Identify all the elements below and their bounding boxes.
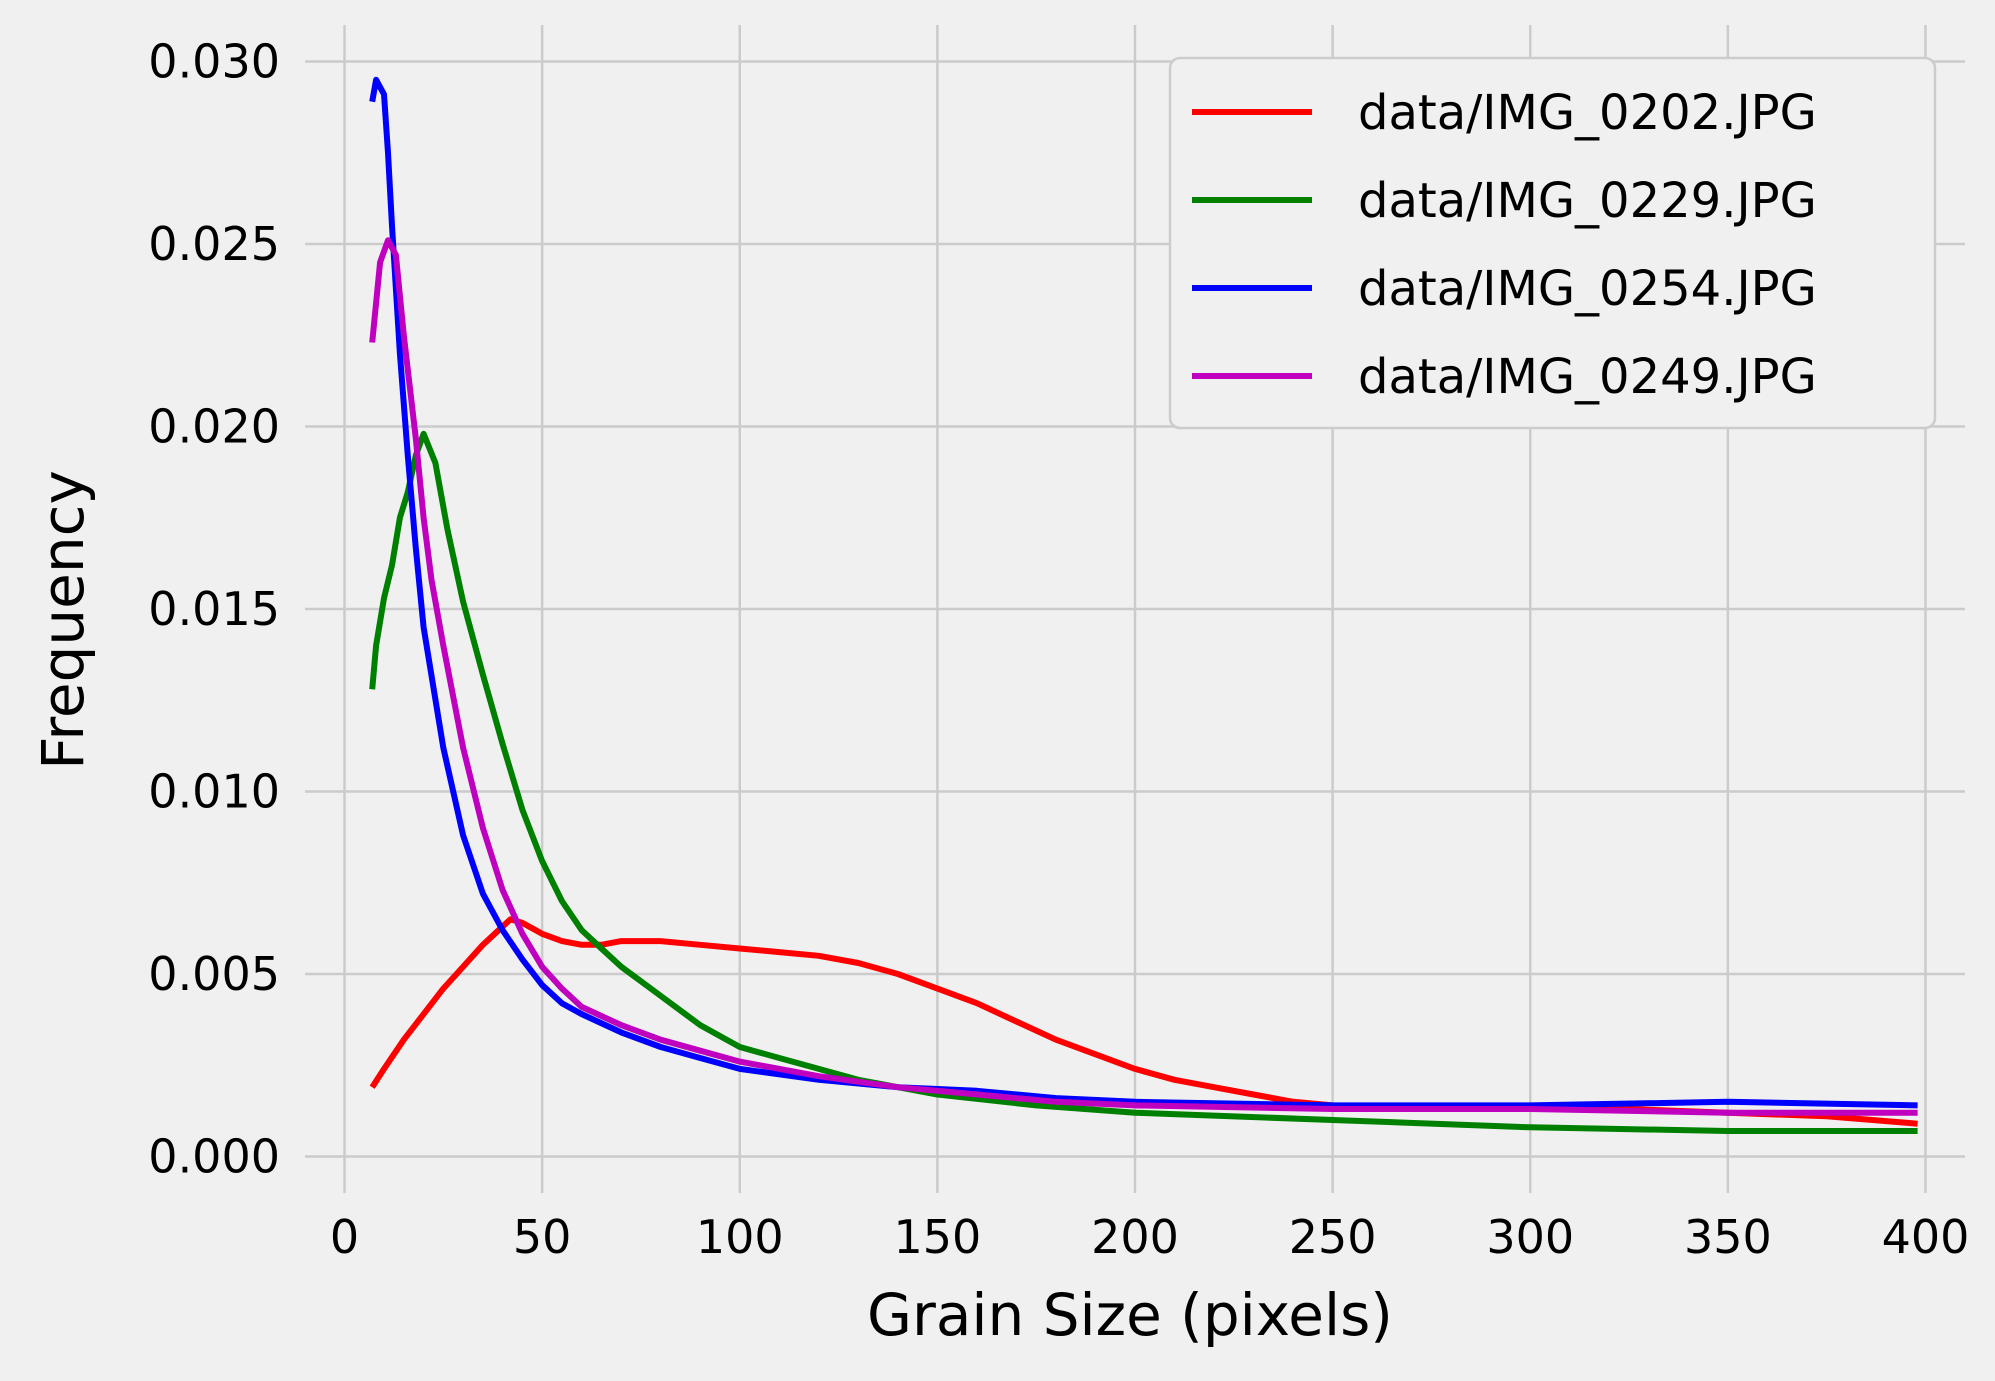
- x-tick-label: 200: [1091, 1210, 1179, 1264]
- x-tick-label: 100: [696, 1210, 784, 1264]
- y-tick-label: 0.030: [148, 35, 280, 89]
- y-tick-label: 0.020: [148, 400, 280, 454]
- series-line-4: [369, 237, 1918, 1116]
- y-tick-label: 0.010: [148, 765, 280, 819]
- y-tick-label: 0.015: [148, 582, 280, 636]
- x-tick-label: 350: [1684, 1210, 1772, 1264]
- legend-label-3: data/IMG_0254.JPG: [1358, 261, 1817, 317]
- x-tick-label: 300: [1486, 1210, 1574, 1264]
- x-tick-label: 400: [1882, 1210, 1970, 1264]
- x-tick-label: 50: [513, 1210, 572, 1264]
- y-tick-labels: 0.000 0.005 0.010 0.015 0.020 0.025 0.030: [148, 35, 280, 1184]
- y-axis-title: Frequency: [29, 470, 97, 770]
- legend: data/IMG_0202.JPG data/IMG_0229.JPG data/I…: [1168, 56, 1937, 430]
- y-tick-label: 0.000: [148, 1130, 280, 1184]
- x-axis-title: Grain Size (pixels): [867, 1281, 1393, 1349]
- y-tick-label: 0.025: [148, 217, 280, 271]
- x-tick-labels: 0 50 100 150 200 250 300 350 400: [330, 1210, 1969, 1264]
- x-tick-label: 250: [1289, 1210, 1377, 1264]
- legend-label-4: data/IMG_0249.JPG: [1358, 349, 1817, 405]
- series-line-3: [369, 76, 1918, 1109]
- legend-box: [1168, 56, 1937, 430]
- legend-label-2: data/IMG_0229.JPG: [1358, 173, 1817, 229]
- series-lines: [369, 76, 1918, 1134]
- x-tick-label: 150: [893, 1210, 981, 1264]
- legend-label-1: data/IMG_0202.JPG: [1358, 85, 1817, 141]
- x-tick-label: 0: [330, 1210, 359, 1264]
- y-tick-label: 0.005: [148, 947, 280, 1001]
